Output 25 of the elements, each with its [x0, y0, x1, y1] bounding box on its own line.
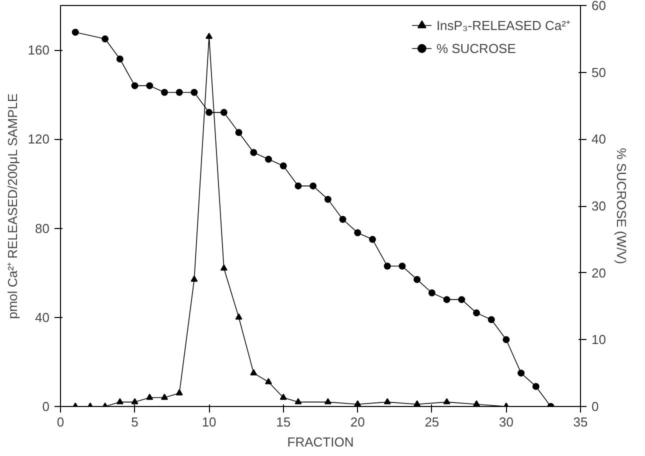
y2-tick-label: 40	[592, 132, 606, 147]
y2-tick-label: 0	[592, 399, 599, 414]
x-tick-label: 25	[424, 414, 440, 430]
x-tick-label: 30	[498, 414, 514, 430]
y2-tick-label: 50	[592, 64, 606, 80]
x-axis-title: FRACTION	[287, 434, 354, 450]
y2-tick-label: 10	[592, 332, 606, 348]
y2-tick-label: 20	[592, 265, 606, 280]
y-tick-label: 0	[42, 399, 50, 414]
y2-tick-label: 60	[592, 0, 606, 13]
x-tick-label: 10	[202, 414, 216, 430]
y2-axis-title: % SUCROSE (W/V)	[614, 148, 629, 264]
legend-label: InsP₃-RELEASED Ca²⁺	[436, 17, 570, 34]
y-tick-label: 120	[28, 132, 50, 147]
x-tick-label: 20	[350, 414, 365, 430]
y2-tick-label: 30	[592, 198, 606, 214]
x-tick-label: 5	[131, 414, 138, 430]
legend-label: % SUCROSE	[436, 40, 516, 56]
x-tick-label: 35	[573, 414, 588, 430]
x-tick-label: 0	[56, 414, 64, 430]
y-tick-label: 80	[35, 220, 50, 236]
y-tick-label: 40	[35, 310, 50, 325]
y-tick-label: 160	[28, 42, 50, 58]
x-tick-label: 15	[276, 414, 291, 430]
y-axis-title: pmol Ca²⁺ RELEASED/200μL SAMPLE	[4, 93, 20, 320]
